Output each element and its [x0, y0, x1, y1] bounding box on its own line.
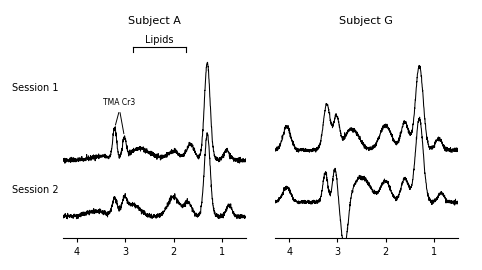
Text: Subject G: Subject G — [339, 16, 393, 26]
Text: TMA Cr3: TMA Cr3 — [104, 98, 135, 107]
Text: Session 2: Session 2 — [13, 185, 59, 195]
Text: Session 1: Session 1 — [13, 83, 59, 93]
Text: Subject A: Subject A — [128, 16, 181, 26]
Text: Lipids: Lipids — [145, 35, 174, 45]
